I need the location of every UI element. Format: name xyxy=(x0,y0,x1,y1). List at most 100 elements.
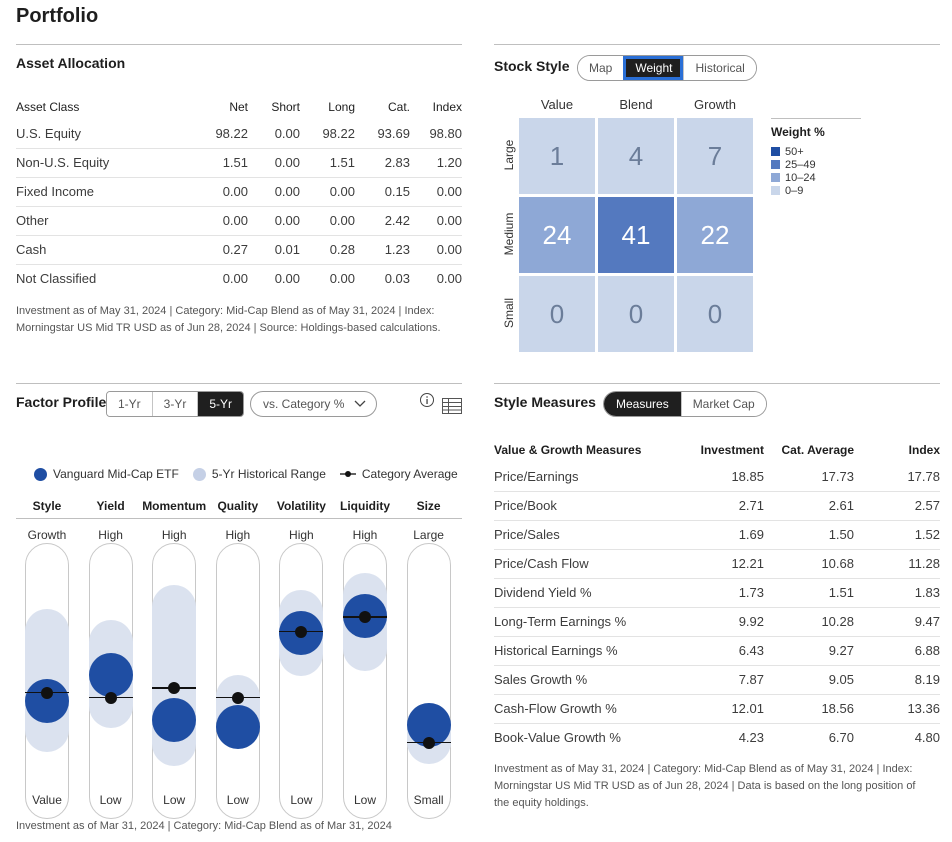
legend-category-label: Category Average xyxy=(361,467,458,481)
table-row: Price/Earnings 18.85 17.73 17.78 xyxy=(494,462,940,491)
table-cell: 98.80 xyxy=(429,125,462,141)
style-measures-toggle: Measures Market Cap xyxy=(603,391,767,417)
legend-category: Category Average xyxy=(339,467,458,481)
table-cell: 1.51 xyxy=(300,147,355,177)
legend-swatch xyxy=(771,160,780,169)
table-cell: 0.00 xyxy=(274,125,300,141)
note-line: Morningstar US Mid TR USD as of Jun 28, … xyxy=(494,780,916,792)
factor-legend: Vanguard Mid-Cap ETF 5-Yr Historical Ran… xyxy=(34,467,458,481)
column-header: Index xyxy=(432,100,462,114)
table-cell: 9.92 xyxy=(684,606,764,636)
period-toggle: 1-Yr 3-Yr 5-Yr xyxy=(106,391,245,417)
measure-label: Sales Growth % xyxy=(494,664,684,694)
table-cell: 17.73 xyxy=(821,468,854,484)
table-row: U.S. Equity 98.22 0.00 98.22 93.69 98.80 xyxy=(16,119,462,148)
period-5yr-button[interactable]: 5-Yr xyxy=(197,392,244,416)
table-cell: 1.69 xyxy=(684,519,764,549)
table-cell: 0.01 xyxy=(248,234,300,264)
style-column-label: Value xyxy=(540,97,574,112)
historical-view-button[interactable]: Historical xyxy=(683,56,756,80)
factor-profile-title: Factor Profile xyxy=(16,394,107,410)
table-cell: 0.00 xyxy=(248,176,300,206)
style-measures-title: Style Measures xyxy=(494,394,596,410)
table-cell: 0.00 xyxy=(196,205,248,235)
column-header: Cat. xyxy=(387,100,410,114)
legend-label: 10–24 xyxy=(785,171,816,184)
fund-dot-icon xyxy=(34,467,47,481)
table-cell: 6.70 xyxy=(764,722,854,752)
table-row: Book-Value Growth % 4.23 6.70 4.80 xyxy=(494,722,940,752)
table-cell: 11.28 xyxy=(854,548,940,578)
column-header: Asset Class xyxy=(16,100,80,114)
table-cell: 9.27 xyxy=(764,635,854,665)
table-cell: 1.52 xyxy=(854,519,940,549)
table-cell: 0.00 xyxy=(300,176,355,206)
factor-high-label: High xyxy=(161,528,187,542)
period-3yr-button[interactable]: 3-Yr xyxy=(151,392,198,416)
table-cell: 13.36 xyxy=(854,693,940,723)
category-average-marker xyxy=(422,736,435,749)
table-cell: 10.68 xyxy=(764,548,854,578)
table-cell: 1.20 xyxy=(410,147,462,177)
column-header: Short xyxy=(271,100,300,114)
section-divider xyxy=(494,44,940,45)
column-header: Value & Growth Measures xyxy=(494,443,642,457)
fund-marker xyxy=(88,653,133,698)
fund-marker xyxy=(215,705,260,750)
table-row: Non-U.S. Equity 1.51 0.00 1.51 2.83 1.20 xyxy=(16,147,462,177)
table-view-icon[interactable] xyxy=(442,398,462,414)
map-view-button[interactable]: Map xyxy=(578,56,624,80)
table-cell: 2.57 xyxy=(854,490,940,520)
factor-low-label: Value xyxy=(32,793,62,807)
factor-name: Momentum xyxy=(142,499,207,513)
fund-marker xyxy=(152,698,197,743)
factor-name: Quality xyxy=(217,499,259,513)
legend-label: 25–49 xyxy=(785,158,816,171)
table-cell: 93.69 xyxy=(377,125,410,141)
column-header: Cat. Average xyxy=(781,443,854,457)
measure-label: Historical Earnings % xyxy=(494,635,684,665)
table-cell: 18.56 xyxy=(764,693,854,723)
table-cell: 10.28 xyxy=(764,606,854,636)
column-header: Investment xyxy=(700,443,764,457)
stock-style-title: Stock Style xyxy=(494,58,570,74)
factor-name: Size xyxy=(416,499,441,513)
table-cell: 12.21 xyxy=(684,548,764,578)
table-row: Historical Earnings % 6.43 9.27 6.88 xyxy=(494,635,940,665)
factor-name: Liquidity xyxy=(340,499,390,513)
weight-view-button[interactable]: Weight xyxy=(623,56,684,80)
table-cell: 0.28 xyxy=(300,234,355,264)
note-line: Investment as of May 31, 2024 | Category… xyxy=(16,305,435,317)
measures-button[interactable]: Measures xyxy=(604,392,681,416)
factor-high-label: Growth xyxy=(27,528,67,542)
table-cell: 9.47 xyxy=(854,606,940,636)
compare-select[interactable]: vs. Category % xyxy=(250,391,378,417)
measure-label: Cash-Flow Growth % xyxy=(494,693,684,723)
style-measures-note: Investment as of May 31, 2024 | Category… xyxy=(494,761,944,812)
factor-high-label: High xyxy=(289,528,314,542)
market-cap-button[interactable]: Market Cap xyxy=(680,392,766,416)
style-box-cell: 1 xyxy=(519,118,595,194)
legend-fund-label: Vanguard Mid-Cap ETF xyxy=(53,467,179,481)
measure-label: Dividend Yield % xyxy=(494,577,684,607)
measure-label: Price/Cash Flow xyxy=(494,548,684,578)
period-1yr-button[interactable]: 1-Yr xyxy=(107,392,152,416)
measure-label: Price/Earnings xyxy=(494,468,579,484)
weight-legend: Weight % 50+ 25–49 10–24 0–9 xyxy=(771,118,861,197)
legend-item: 25–49 xyxy=(771,158,861,171)
style-row-label: Small xyxy=(502,298,516,329)
asset-class-label: Other xyxy=(16,205,196,235)
table-cell: 98.22 xyxy=(322,125,355,141)
category-average-marker xyxy=(359,611,371,624)
info-icon[interactable] xyxy=(419,392,435,408)
table-cell: 1.50 xyxy=(764,519,854,549)
style-column-label: Growth xyxy=(694,97,736,112)
table-cell: 4.80 xyxy=(854,722,940,752)
factor-high-label: High xyxy=(225,528,251,542)
style-box-cell: 0 xyxy=(519,276,595,352)
table-cell: 0.00 xyxy=(410,263,462,293)
asset-class-label: Non-U.S. Equity xyxy=(16,147,196,177)
table-row: Sales Growth % 7.87 9.05 8.19 xyxy=(494,664,940,694)
asset-class-label: Not Classified xyxy=(16,263,196,293)
asset-allocation-note: Investment as of May 31, 2024 | Category… xyxy=(16,303,476,337)
